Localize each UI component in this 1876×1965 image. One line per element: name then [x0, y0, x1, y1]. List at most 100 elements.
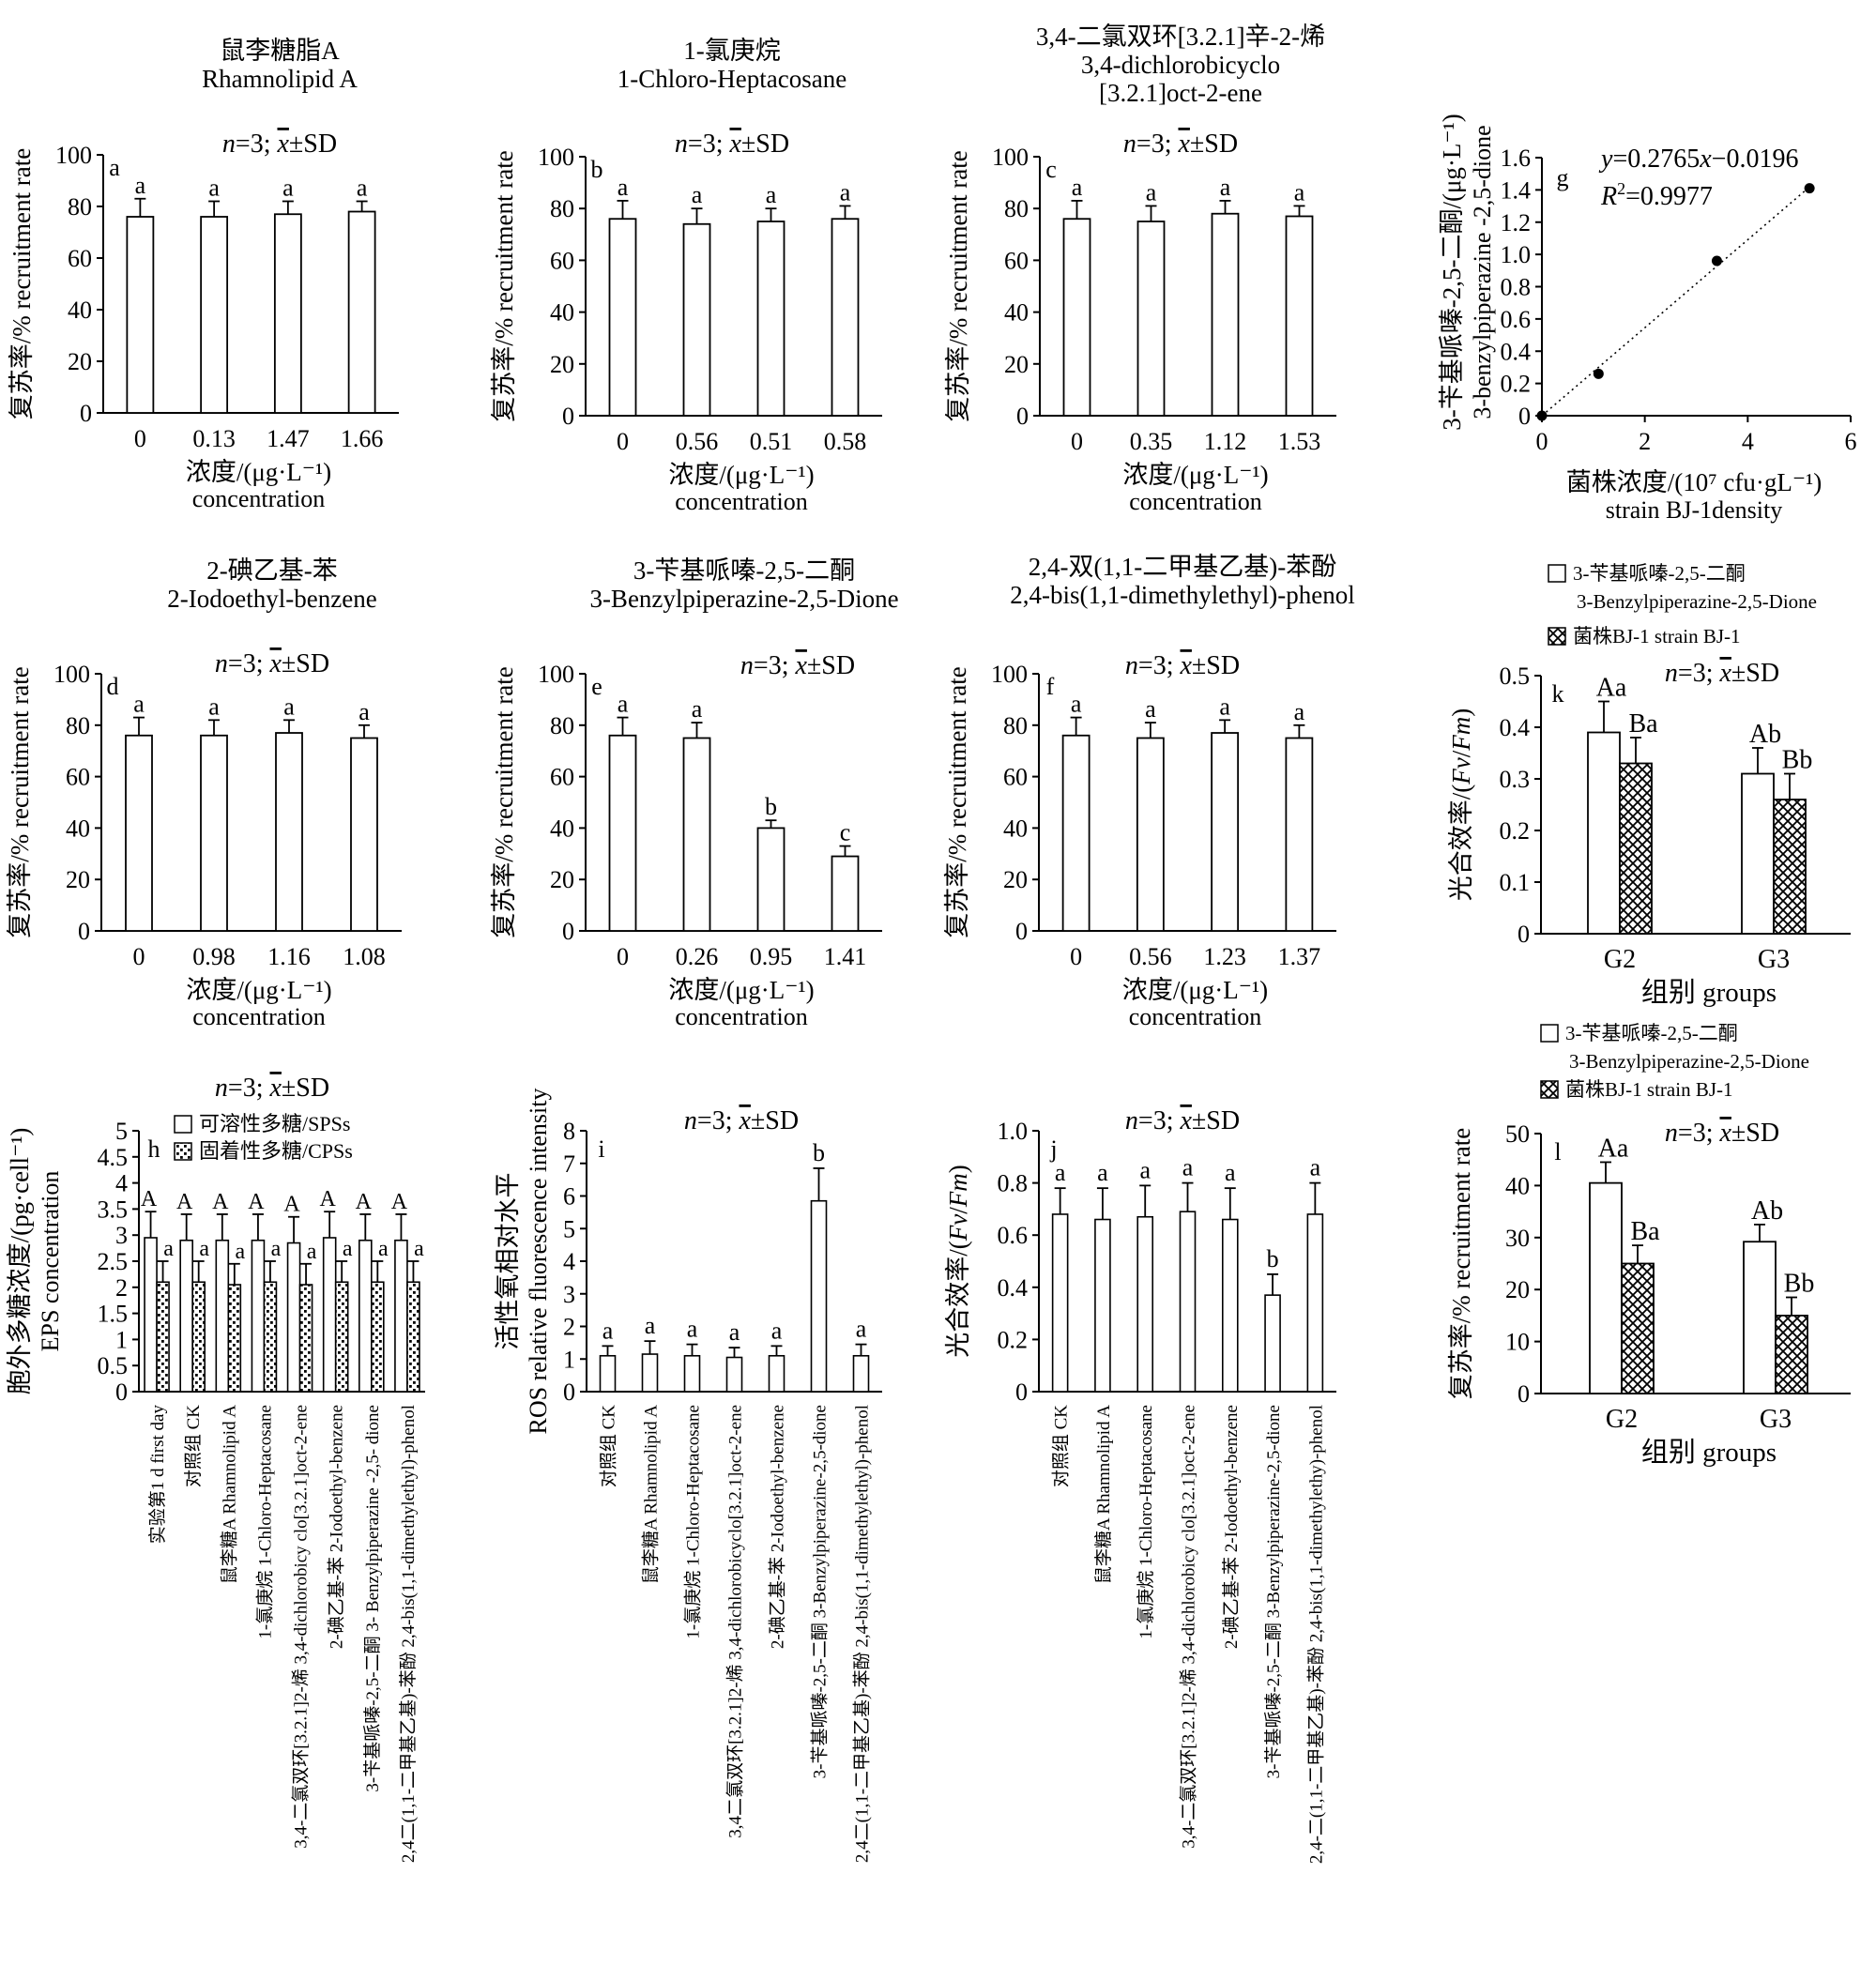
y-tick-label: 60 [550, 764, 574, 791]
legend-label: 菌株BJ-1 strain BJ-1 [1565, 1078, 1733, 1101]
significance-label: A [141, 1187, 158, 1211]
y-tick-label: 60 [66, 764, 90, 791]
significance-label: a [771, 1317, 783, 1344]
x-tick-label: 1-氯庚烷 1-Chloro-Heptacosane [254, 1405, 275, 1639]
bar [810, 1199, 828, 1393]
x-tick-label: 2 [1639, 428, 1651, 455]
significance-label: a [358, 698, 370, 725]
significance-label: a [1097, 1159, 1108, 1186]
stat-note: n=3; x±SD [215, 1074, 329, 1103]
legend-swatch [1540, 1024, 1559, 1043]
bar [347, 210, 376, 414]
chart-title: 2-Iodoethyl-benzene [167, 585, 376, 613]
panel-letter: h [148, 1135, 160, 1163]
bar [756, 827, 785, 932]
y-tick-label: 1.4 [1501, 176, 1532, 204]
bar [1051, 1213, 1069, 1393]
y-tick-label: 0.5 [98, 1352, 129, 1379]
legend-swatch [1548, 627, 1566, 646]
x-tick-label: 1-氯庚烷 1-Chloro-Heptacosane [683, 1405, 704, 1639]
significance-label: a [1294, 178, 1305, 206]
stat-note: n=3; x±SD [1665, 1119, 1779, 1148]
significance-label: A [176, 1190, 193, 1214]
panel-letter: l [1554, 1138, 1561, 1165]
y-tick-label: 0 [78, 918, 90, 945]
x-tick-label: 鼠李糖A Rhamnolipid A [641, 1405, 662, 1584]
y-tick-label: 40 [1505, 1172, 1530, 1199]
stat-note: n=3; x±SD [1123, 129, 1238, 159]
bar [831, 218, 860, 417]
data-point [1593, 368, 1604, 379]
significance-label: a [729, 1318, 740, 1346]
y-tick-label: 40 [68, 297, 92, 324]
y-tick-label: 3.5 [98, 1196, 129, 1223]
y-tick-label: 0.8 [1501, 274, 1532, 301]
bar [1773, 799, 1807, 935]
panel-letter: a [109, 154, 120, 181]
significance-label: a [1225, 1159, 1236, 1186]
x-tick-label: G2 [1604, 945, 1636, 974]
y-tick-label: 0.2 [998, 1326, 1029, 1353]
bar [406, 1281, 420, 1393]
stat-note: n=3; x±SD [215, 649, 329, 678]
x-tick-label: 4 [1742, 428, 1754, 455]
bar [1062, 218, 1091, 417]
bar [1179, 1211, 1197, 1393]
x-tick-label: 2,4二(1,1-二甲基乙基)-苯酚 2,4-bis(1,1-dimethyle… [852, 1405, 873, 1863]
x-tick-label: 0.58 [824, 428, 867, 455]
y-tick-label: 100 [992, 144, 1029, 171]
bar [1061, 734, 1091, 932]
y-axis-label: 3-苄基哌嗪-2,5-二酮/(μg·L⁻¹) [1438, 114, 1466, 431]
x-tick-label: G3 [1760, 1405, 1792, 1434]
x-tick-label: 2,4-二(1,1-二甲基乙基)-苯酚 2,4-bis(1,1-dimethyl… [1305, 1405, 1326, 1864]
bar [358, 1239, 373, 1393]
panel-letter: i [598, 1135, 604, 1163]
significance-label: Aa [1598, 1134, 1629, 1163]
x-axis-label: concentration [192, 1003, 326, 1030]
bar [1587, 731, 1621, 935]
y-axis-label: 活性氧相对水平 [494, 1173, 522, 1350]
y-tick-label: 60 [68, 245, 92, 272]
y-axis-label: 复苏率/% recruitment rate [1447, 1128, 1475, 1399]
legend-label: 3-苄基哌嗪-2,5-二酮 [1573, 562, 1746, 585]
y-tick-label: 20 [550, 866, 574, 893]
x-tick-label: 1.66 [341, 425, 384, 452]
bar [394, 1239, 408, 1393]
bar [215, 1239, 230, 1393]
y-tick-label: 1 [115, 1326, 128, 1353]
y-axis-label: ROS relative fluorescence intensity [525, 1089, 552, 1435]
panel-c: 3,4-二氯双环[3.2.1]辛-2-烯3,4-dichlorobicyclo[… [944, 23, 1336, 515]
x-axis-label: 浓度/(μg·L⁻¹) [1122, 461, 1268, 489]
significance-label: a [1220, 174, 1231, 201]
y-tick-label: 0 [1015, 918, 1028, 945]
significance-label: Aa [1596, 674, 1627, 703]
y-axis-label: 复苏率/% recruitment rate [8, 148, 36, 419]
y-tick-label: 0 [562, 403, 574, 430]
y-tick-label: 4 [115, 1170, 128, 1197]
chart-title: 2-碘乙基-苯 [206, 556, 337, 585]
chart-title: 2,4-bis(1,1-dimethylethyl)-phenol [1010, 581, 1354, 609]
x-tick-label: 3,4二氯双环[3.2.1]2-烯 3,4-dichlorobicyclo[3.… [725, 1405, 746, 1838]
x-tick-label: 1.08 [343, 943, 386, 970]
y-tick-label: 100 [55, 142, 92, 169]
panel-l: 3-苄基哌嗪-2,5-二酮 3-Benzylpiperazine-2,5-Dion… [1447, 1022, 1851, 1468]
legend-swatch [174, 1115, 192, 1134]
significance-label: a [766, 181, 777, 208]
legend-label: 3-苄基哌嗪-2,5-二酮 [1565, 1022, 1738, 1044]
y-tick-label: 0.6 [1501, 306, 1532, 333]
stat-note: n=3; x±SD [1125, 651, 1240, 680]
data-point [1711, 255, 1722, 267]
bar [831, 855, 860, 932]
significance-label: a [1071, 691, 1082, 718]
y-tick-label: 40 [550, 299, 574, 327]
x-tick-label: 0.98 [192, 943, 236, 970]
x-axis-label: 浓度/(μg·L⁻¹) [186, 976, 331, 1004]
y-axis-label: 复苏率/% recruitment rate [943, 666, 971, 937]
y-tick-label: 0 [80, 400, 92, 427]
y-tick-label: 0 [115, 1379, 128, 1406]
legend-label: 可溶性多糖/SPSs [199, 1112, 350, 1135]
y-tick-label: 80 [550, 195, 574, 222]
x-axis-label: 浓度/(μg·L⁻¹) [1122, 976, 1268, 1004]
y-tick-label: 40 [66, 815, 90, 842]
chart-title: 3,4-二氯双环[3.2.1]辛-2-烯 [1036, 23, 1325, 51]
